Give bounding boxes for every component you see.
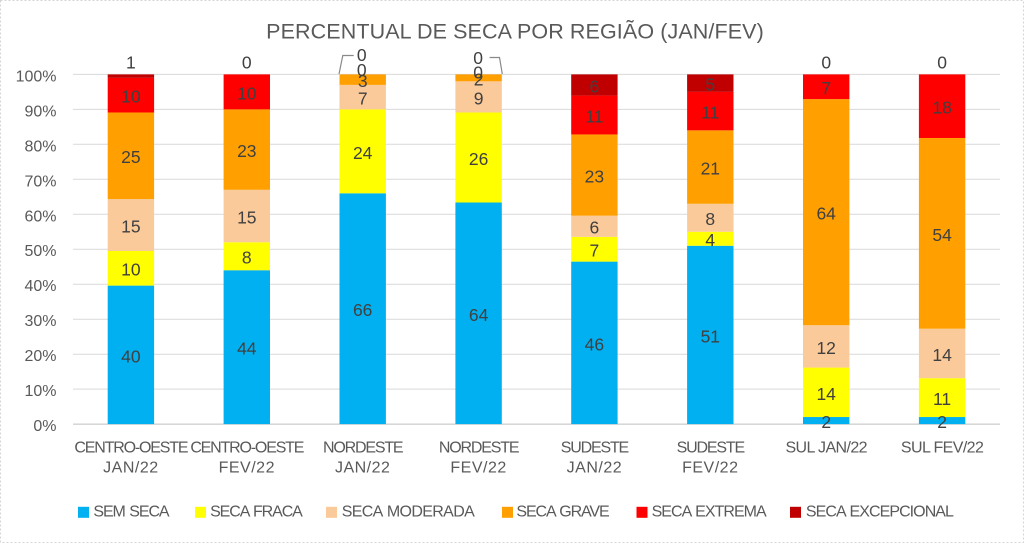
svg-text:40%: 40% bbox=[24, 278, 56, 295]
svg-text:JAN/22: JAN/22 bbox=[335, 460, 390, 477]
svg-text:SUL FEV/22: SUL FEV/22 bbox=[901, 440, 984, 457]
svg-text:2: 2 bbox=[821, 412, 831, 432]
svg-text:SECA EXCEPCIONAL: SECA EXCEPCIONAL bbox=[806, 504, 954, 521]
svg-text:SUDESTE: SUDESTE bbox=[561, 440, 629, 457]
svg-text:FEV/22: FEV/22 bbox=[682, 460, 738, 477]
svg-text:18: 18 bbox=[932, 98, 951, 118]
svg-text:JAN/22: JAN/22 bbox=[103, 460, 158, 477]
svg-text:25: 25 bbox=[121, 147, 140, 167]
svg-text:70%: 70% bbox=[24, 173, 56, 190]
svg-text:50%: 50% bbox=[24, 243, 56, 260]
svg-text:40: 40 bbox=[121, 346, 141, 366]
svg-text:23: 23 bbox=[585, 167, 604, 187]
svg-text:14: 14 bbox=[932, 345, 952, 365]
svg-text:5: 5 bbox=[705, 75, 715, 95]
svg-text:JAN/22: JAN/22 bbox=[567, 460, 622, 477]
svg-text:20%: 20% bbox=[24, 348, 56, 365]
svg-text:26: 26 bbox=[469, 149, 488, 169]
svg-text:8: 8 bbox=[242, 248, 252, 268]
svg-text:SECA MODERADA: SECA MODERADA bbox=[342, 504, 475, 521]
svg-text:21: 21 bbox=[701, 159, 720, 179]
svg-text:10: 10 bbox=[121, 260, 141, 280]
svg-text:44: 44 bbox=[237, 339, 257, 359]
svg-text:60%: 60% bbox=[24, 208, 56, 225]
svg-text:FEV/22: FEV/22 bbox=[450, 460, 506, 477]
svg-text:SEM SECA: SEM SECA bbox=[93, 504, 170, 521]
svg-text:10: 10 bbox=[121, 87, 141, 107]
svg-text:SUDESTE: SUDESTE bbox=[677, 440, 745, 457]
svg-text:90%: 90% bbox=[24, 103, 56, 120]
svg-text:11: 11 bbox=[933, 389, 951, 409]
svg-text:4: 4 bbox=[705, 230, 715, 250]
svg-text:8: 8 bbox=[705, 209, 715, 229]
svg-text:0: 0 bbox=[937, 53, 947, 73]
svg-text:0: 0 bbox=[242, 53, 252, 73]
svg-text:14: 14 bbox=[816, 384, 836, 404]
svg-text:11: 11 bbox=[701, 103, 719, 123]
svg-text:3: 3 bbox=[358, 71, 368, 91]
svg-text:2: 2 bbox=[937, 412, 947, 432]
svg-text:23: 23 bbox=[237, 141, 256, 161]
svg-text:CENTRO-OESTE: CENTRO-OESTE bbox=[74, 440, 187, 457]
svg-text:15: 15 bbox=[121, 217, 140, 237]
svg-text:PERCENTUAL DE SECA POR REGIÃO: PERCENTUAL DE SECA POR REGIÃO (JAN/FEV) bbox=[266, 18, 764, 43]
svg-text:9: 9 bbox=[474, 88, 484, 108]
svg-text:0: 0 bbox=[357, 60, 367, 80]
svg-text:7: 7 bbox=[590, 241, 600, 261]
svg-text:11: 11 bbox=[585, 107, 603, 127]
svg-text:SECA FRACA: SECA FRACA bbox=[210, 504, 303, 521]
svg-text:7: 7 bbox=[358, 89, 368, 109]
svg-text:CENTRO-OESTE: CENTRO-OESTE bbox=[190, 440, 303, 457]
svg-text:NORDESTE: NORDESTE bbox=[323, 440, 403, 457]
svg-text:SECA EXTREMA: SECA EXTREMA bbox=[652, 504, 767, 521]
svg-text:0: 0 bbox=[473, 48, 483, 68]
svg-text:15: 15 bbox=[237, 208, 256, 228]
svg-text:12: 12 bbox=[816, 338, 835, 358]
svg-text:0: 0 bbox=[357, 45, 367, 65]
svg-text:0: 0 bbox=[821, 53, 831, 73]
svg-text:66: 66 bbox=[353, 300, 372, 320]
svg-text:51: 51 bbox=[701, 326, 720, 346]
svg-text:1: 1 bbox=[126, 53, 136, 73]
svg-text:46: 46 bbox=[585, 334, 604, 354]
svg-text:6: 6 bbox=[590, 218, 600, 238]
svg-text:80%: 80% bbox=[24, 138, 56, 155]
svg-text:0: 0 bbox=[473, 63, 483, 83]
svg-text:SUL JAN/22: SUL JAN/22 bbox=[785, 440, 867, 457]
svg-text:FEV/22: FEV/22 bbox=[219, 460, 275, 477]
svg-text:24: 24 bbox=[353, 143, 373, 163]
svg-text:6: 6 bbox=[590, 76, 600, 96]
svg-text:2: 2 bbox=[474, 69, 484, 89]
svg-text:NORDESTE: NORDESTE bbox=[439, 440, 519, 457]
svg-text:64: 64 bbox=[469, 305, 489, 325]
svg-text:10: 10 bbox=[237, 83, 257, 103]
svg-text:SECA GRAVE: SECA GRAVE bbox=[516, 504, 609, 521]
svg-text:0%: 0% bbox=[33, 418, 56, 435]
svg-text:10%: 10% bbox=[24, 383, 56, 400]
svg-text:7: 7 bbox=[821, 78, 831, 98]
svg-text:54: 54 bbox=[932, 225, 952, 245]
svg-text:100%: 100% bbox=[16, 68, 57, 85]
svg-text:64: 64 bbox=[816, 204, 836, 224]
svg-text:30%: 30% bbox=[24, 313, 56, 330]
